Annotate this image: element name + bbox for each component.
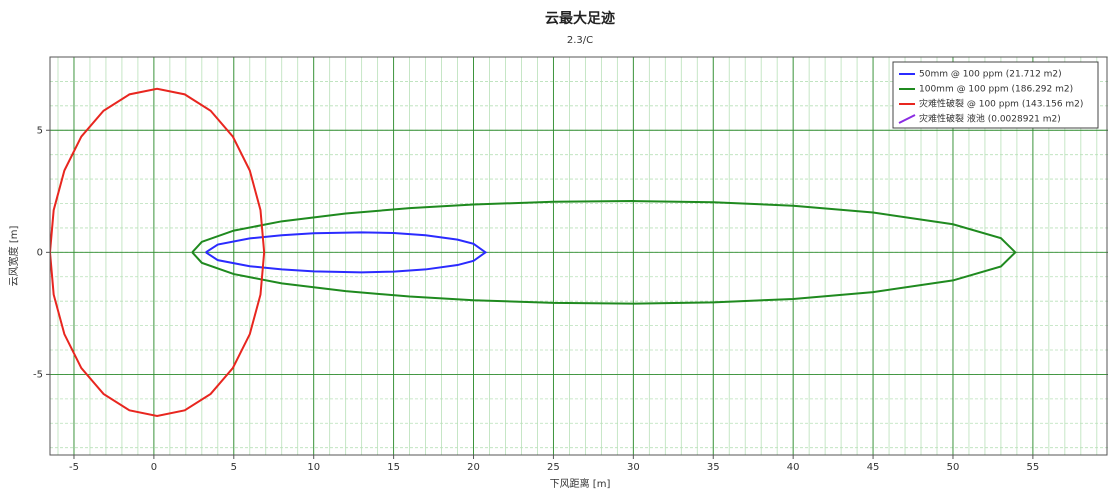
y-axis-label: 云风宽度 [m]: [7, 226, 20, 287]
x-tick-label: 15: [387, 462, 400, 473]
plot: [50, 87, 1017, 417]
legend-label: 灾难性破裂 液池 (0.0028921 m2): [919, 113, 1061, 125]
series-line: [205, 231, 488, 274]
x-tick-label: 30: [627, 462, 640, 473]
legend-label: 100mm @ 100 ppm (186.292 m2): [919, 85, 1073, 95]
legend-label: 50mm @ 100 ppm (21.712 m2): [919, 70, 1062, 80]
x-tick-label: 50: [947, 462, 960, 473]
x-tick-label: 35: [707, 462, 720, 473]
chart-subtitle: 2.3/C: [567, 35, 593, 46]
series-line: [191, 200, 1017, 305]
x-tick-label: 20: [467, 462, 480, 473]
series-line: [50, 87, 266, 417]
chart-title: 云最大足迹: [545, 10, 615, 27]
y-tick-label: -5: [33, 369, 43, 380]
x-tick-label: 25: [547, 462, 560, 473]
x-tick-label: 40: [787, 462, 800, 473]
x-tick-label: 0: [151, 462, 157, 473]
x-axis-label: 下风距离 [m]: [550, 477, 611, 490]
x-tick-label: 5: [231, 462, 237, 473]
y-tick-label: 5: [37, 125, 43, 136]
legend-label: 灾难性破裂 @ 100 ppm (143.156 m2): [919, 98, 1083, 110]
x-tick-label: 45: [867, 462, 880, 473]
x-tick-label: 10: [307, 462, 320, 473]
legend-swatch: [898, 114, 916, 124]
legend-box: [892, 61, 1099, 129]
x-tick-label: -5: [69, 462, 79, 473]
y-tick-label: 0: [37, 247, 43, 258]
x-tick-label: 55: [1027, 462, 1040, 473]
legend: 50mm @ 100 ppm (21.712 m2) 100mm @ 100 pp…: [892, 61, 1099, 129]
plot-frame: [49, 56, 1108, 456]
